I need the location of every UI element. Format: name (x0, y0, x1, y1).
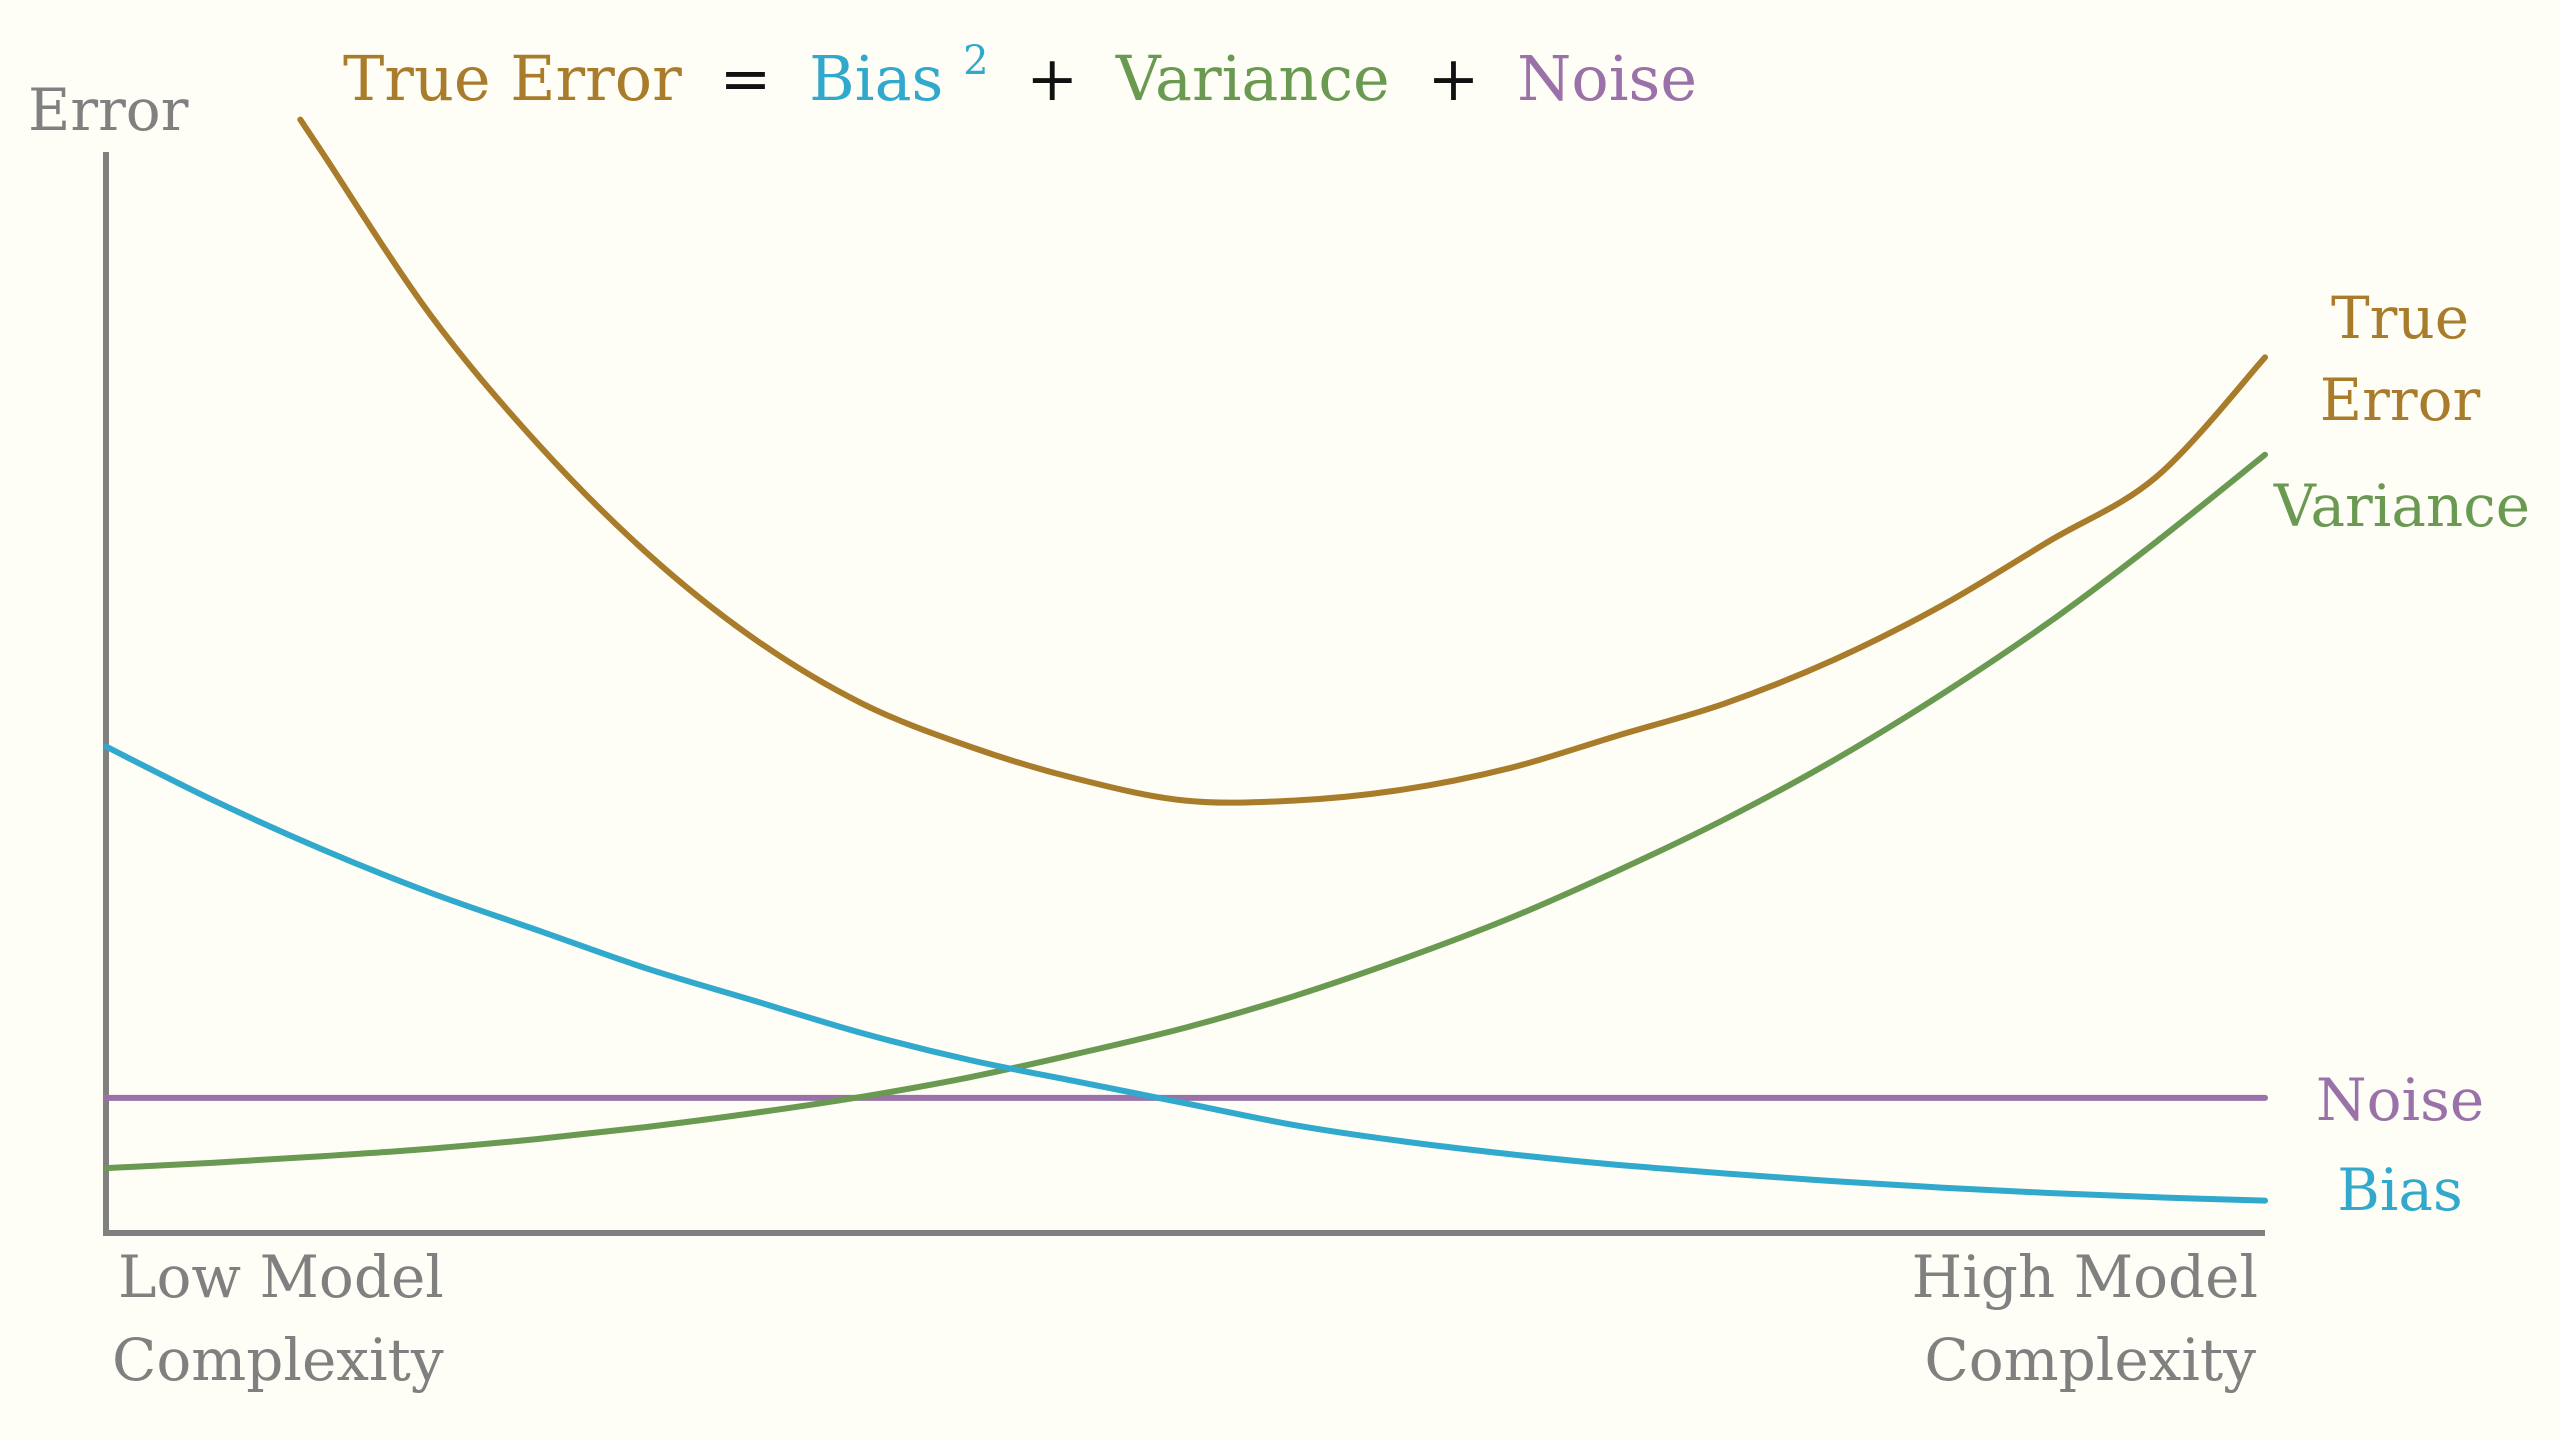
title-noise: Noise (1517, 42, 1697, 115)
series-label-noise: Noise (2316, 1066, 2484, 1134)
series-label-bias: Bias (2337, 1156, 2463, 1224)
title-plus-2: + (1427, 42, 1479, 115)
bias-line (103, 743, 2268, 1204)
curves-group (103, 116, 2268, 1204)
series-label-variance: Variance (2273, 472, 2530, 540)
title-true-error: True Error (343, 42, 682, 115)
title-bias: Bias (809, 42, 943, 115)
variance-line (103, 451, 2268, 1172)
title-equals: = (720, 42, 772, 115)
y-axis-label: Error (28, 76, 189, 144)
title-variance: Variance (1115, 42, 1390, 115)
x-axis-high-label-line1: High Model (1912, 1243, 2258, 1311)
chart-title: True Error = Bias 2 + Variance + Noise (343, 16, 1697, 115)
x-axis-high-label-line2: Complexity (1924, 1326, 2256, 1394)
x-axis-low-label-line1: Low Model (118, 1243, 444, 1311)
title-bias-superscript: 2 (963, 38, 988, 84)
series-label-true-error-line1: True (2331, 284, 2469, 352)
series-label-true-error-line2: Error (2320, 366, 2481, 434)
x-axis-low-label-line2: Complexity (112, 1326, 444, 1394)
true-error-line (297, 116, 2268, 806)
title-plus-1: + (1026, 42, 1078, 115)
